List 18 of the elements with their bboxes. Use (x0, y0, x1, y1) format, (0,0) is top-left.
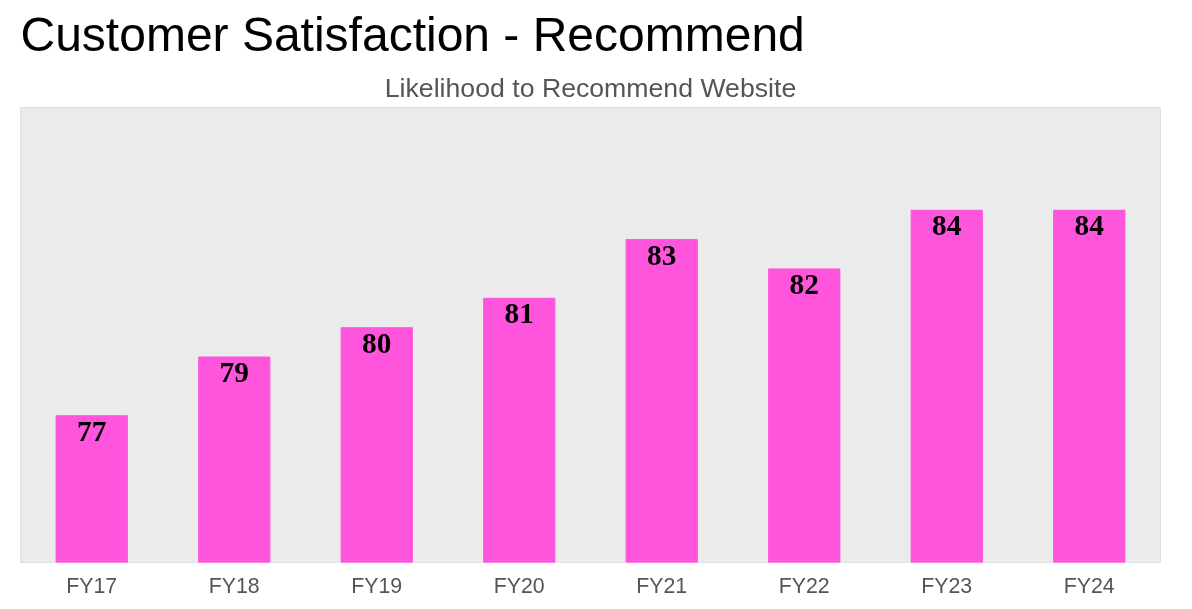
data-label: 81 (504, 297, 534, 330)
data-label: 83 (647, 238, 677, 271)
data-label: 79 (219, 356, 249, 389)
chart-subtitle: Likelihood to Recommend Website (384, 72, 797, 103)
chart-title: Customer Satisfaction - Recommend (20, 7, 805, 61)
data-label: 82 (789, 267, 819, 300)
x-tick-label: FY20 (493, 573, 545, 598)
data-label: 80 (362, 326, 392, 359)
data-label: 77 (77, 414, 107, 447)
data-label: 84 (932, 209, 962, 242)
x-tick-label: FY21 (636, 573, 688, 598)
x-tick-label: FY23 (921, 573, 973, 598)
x-tick-label: FY18 (208, 573, 260, 598)
x-tick-label: FY19 (351, 573, 403, 598)
x-tick-label: FY17 (66, 573, 118, 598)
data-label: 84 (1074, 209, 1105, 242)
x-tick-label: FY24 (1063, 573, 1115, 598)
x-tick-label: FY22 (778, 573, 830, 598)
